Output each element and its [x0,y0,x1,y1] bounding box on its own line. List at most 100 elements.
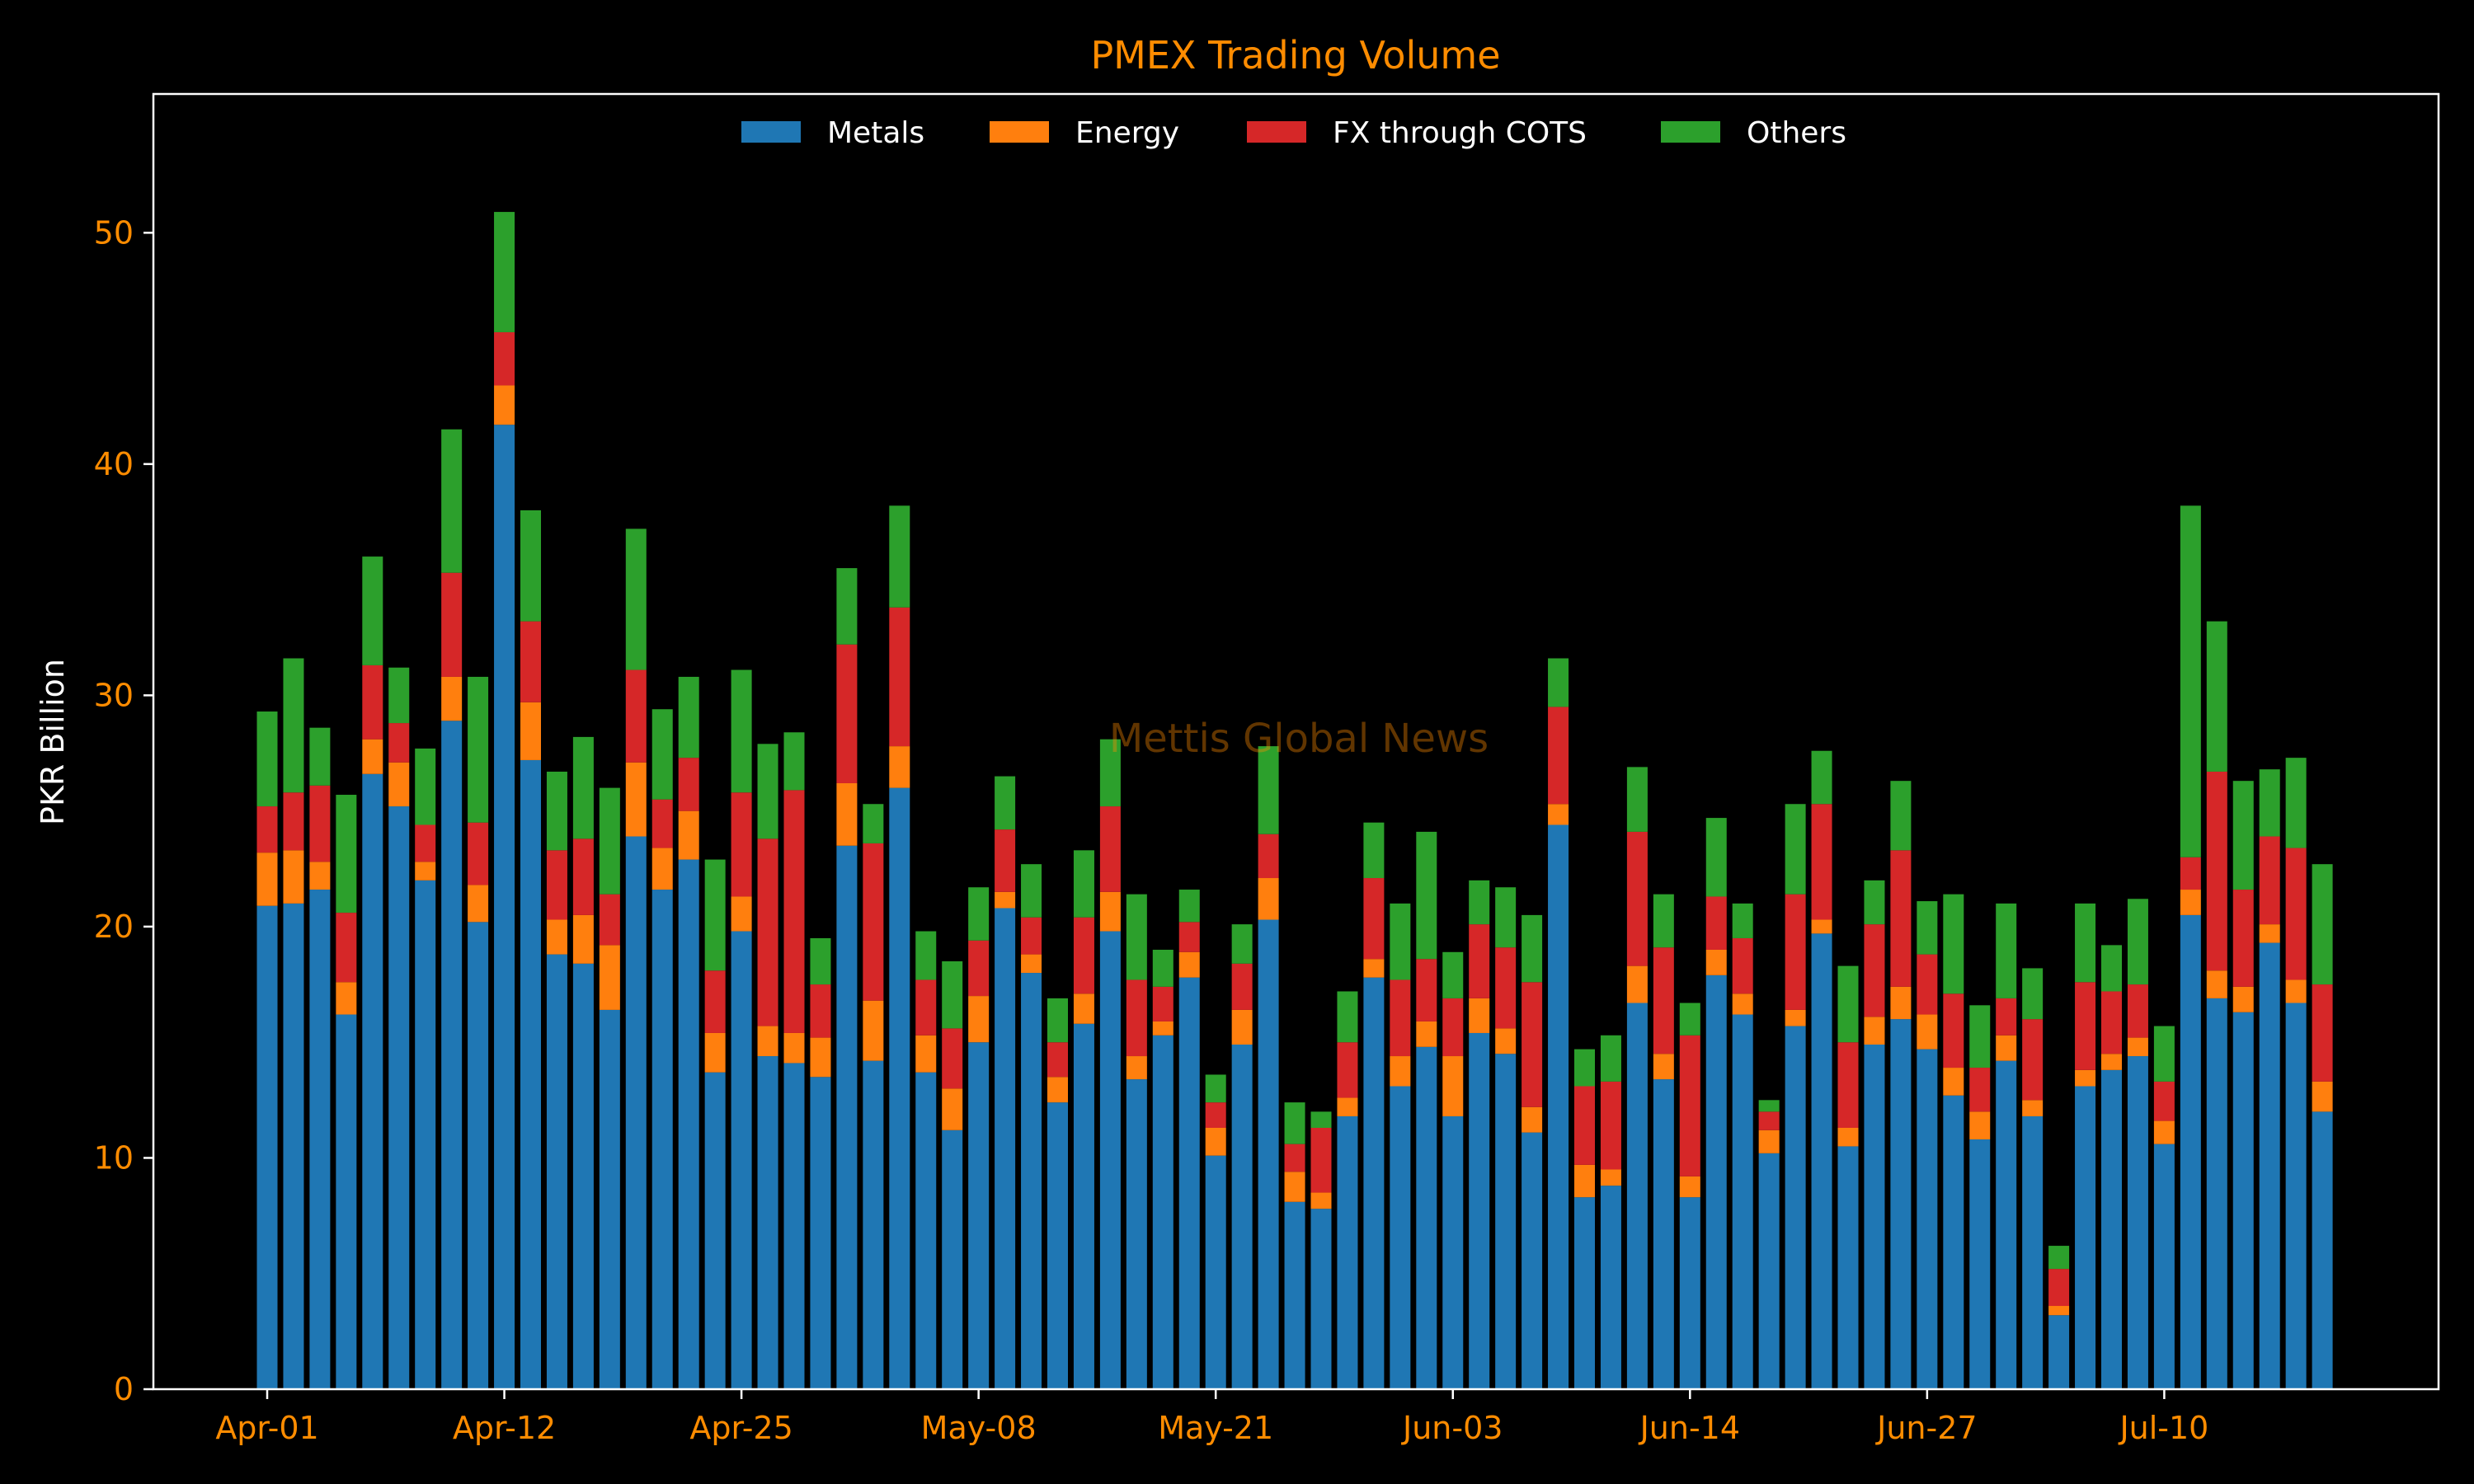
legend-label-fx-through-cots: FX through COTS [1333,116,1587,150]
bar-energy-28 [995,891,1016,909]
bar-fx-through-cots-78 [2312,984,2333,1082]
bar-others-54 [1679,1003,1700,1036]
bar-fx-through-cots-49 [1548,707,1569,805]
bar-fx-through-cots-37 [1231,963,1253,1010]
bar-others-22 [836,568,858,645]
bar-energy-22 [836,783,858,846]
bar-fx-through-cots-38 [1258,834,1279,879]
bar-others-29 [1021,864,1042,918]
bar-others-56 [1732,903,1753,938]
bar-others-15 [651,709,673,800]
bar-metals-76 [2259,942,2280,1389]
bar-energy-72 [2153,1120,2175,1144]
legend-swatch-others [1661,121,1720,143]
bar-energy-56 [1732,993,1753,1015]
bar-others-65 [1969,1005,1991,1068]
bar-energy-3 [336,982,357,1015]
bar-energy-20 [783,1032,805,1064]
bar-metals-59 [1811,933,1832,1389]
bar-fx-through-cots-52 [1626,831,1648,966]
legend-label-metals: Metals [827,116,924,150]
bar-energy-25 [915,1035,937,1073]
bar-metals-17 [704,1072,726,1389]
bar-energy-67 [2022,1100,2044,1116]
bar-fx-through-cots-70 [2101,991,2122,1054]
bar-metals-39 [1284,1201,1305,1389]
bar-energy-73 [2180,890,2201,915]
bar-metals-24 [889,787,910,1389]
bar-fx-through-cots-50 [1574,1086,1595,1165]
bar-others-52 [1626,767,1648,832]
bar-others-32 [1099,739,1121,807]
bar-energy-12 [572,914,594,964]
bar-energy-29 [1021,954,1042,974]
bar-fx-through-cots-44 [1416,959,1437,1021]
bar-energy-77 [2285,979,2307,1003]
bar-others-73 [2180,505,2201,857]
bar-fx-through-cots-62 [1890,850,1912,987]
bar-fx-through-cots-53 [1653,947,1674,1054]
bar-energy-21 [810,1037,831,1078]
legend: Metals Energy FX through COTS Others [741,116,1846,150]
bar-metals-11 [546,954,567,1389]
bar-metals-32 [1099,931,1121,1389]
bars-layer [256,212,2333,1390]
bar-metals-56 [1732,1014,1753,1389]
bar-fx-through-cots-16 [678,758,699,811]
bar-others-10 [520,510,541,622]
bar-others-44 [1416,831,1437,960]
bar-metals-20 [783,1063,805,1389]
bar-others-53 [1653,894,1674,948]
bar-fx-through-cots-13 [599,894,620,946]
bar-metals-65 [1969,1139,1991,1389]
bar-fx-through-cots-48 [1522,982,1543,1107]
bar-fx-through-cots-15 [651,799,673,848]
bar-fx-through-cots-51 [1600,1081,1621,1170]
bar-others-48 [1522,914,1543,983]
plot-frame [152,92,2440,1391]
bar-energy-59 [1811,919,1832,934]
bar-metals-15 [651,890,673,1389]
bar-energy-61 [1864,1017,1885,1045]
bar-others-55 [1705,818,1727,897]
bar-energy-34 [1152,1021,1174,1036]
bar-metals-9 [494,425,515,1390]
bar-fx-through-cots-76 [2259,836,2280,925]
bar-metals-75 [2232,1012,2254,1389]
bar-others-16 [678,676,699,758]
bar-others-39 [1284,1102,1305,1144]
bar-others-27 [968,887,990,941]
bar-energy-24 [889,746,910,788]
bar-fx-through-cots-40 [1310,1127,1332,1193]
bar-others-6 [415,748,436,825]
bar-others-31 [1073,850,1094,918]
bar-metals-53 [1653,1079,1674,1389]
bar-others-17 [704,859,726,971]
bar-energy-71 [2127,1037,2148,1057]
bar-others-58 [1785,804,1806,895]
bar-fx-through-cots-28 [995,829,1016,892]
x-tick-label: Apr-25 [689,1410,793,1446]
bar-energy-9 [494,385,515,425]
bar-energy-39 [1284,1172,1305,1202]
bar-others-40 [1310,1111,1332,1128]
bar-fx-through-cots-65 [1969,1068,1991,1112]
bar-energy-17 [704,1032,726,1073]
x-axis: Apr-01 Apr-12 Apr-25 May-08 May-21 Jun-03 Jun-… [215,1389,2208,1446]
bar-others-2 [309,727,331,786]
bar-metals-43 [1390,1086,1411,1389]
bar-others-12 [572,736,594,839]
bar-fx-through-cots-35 [1178,922,1200,952]
bar-energy-7 [441,676,463,721]
bar-energy-27 [968,996,990,1043]
legend-swatch-fx-through-cots [1247,121,1306,143]
bar-others-42 [1363,822,1385,879]
bar-energy-18 [731,896,752,932]
y-tick-label: 50 [94,214,134,251]
bar-energy-60 [1837,1127,1859,1147]
bar-fx-through-cots-17 [704,970,726,1033]
bar-others-13 [599,787,620,895]
bar-metals-21 [810,1077,831,1389]
bar-energy-41 [1337,1097,1358,1116]
bar-metals-41 [1337,1115,1358,1389]
